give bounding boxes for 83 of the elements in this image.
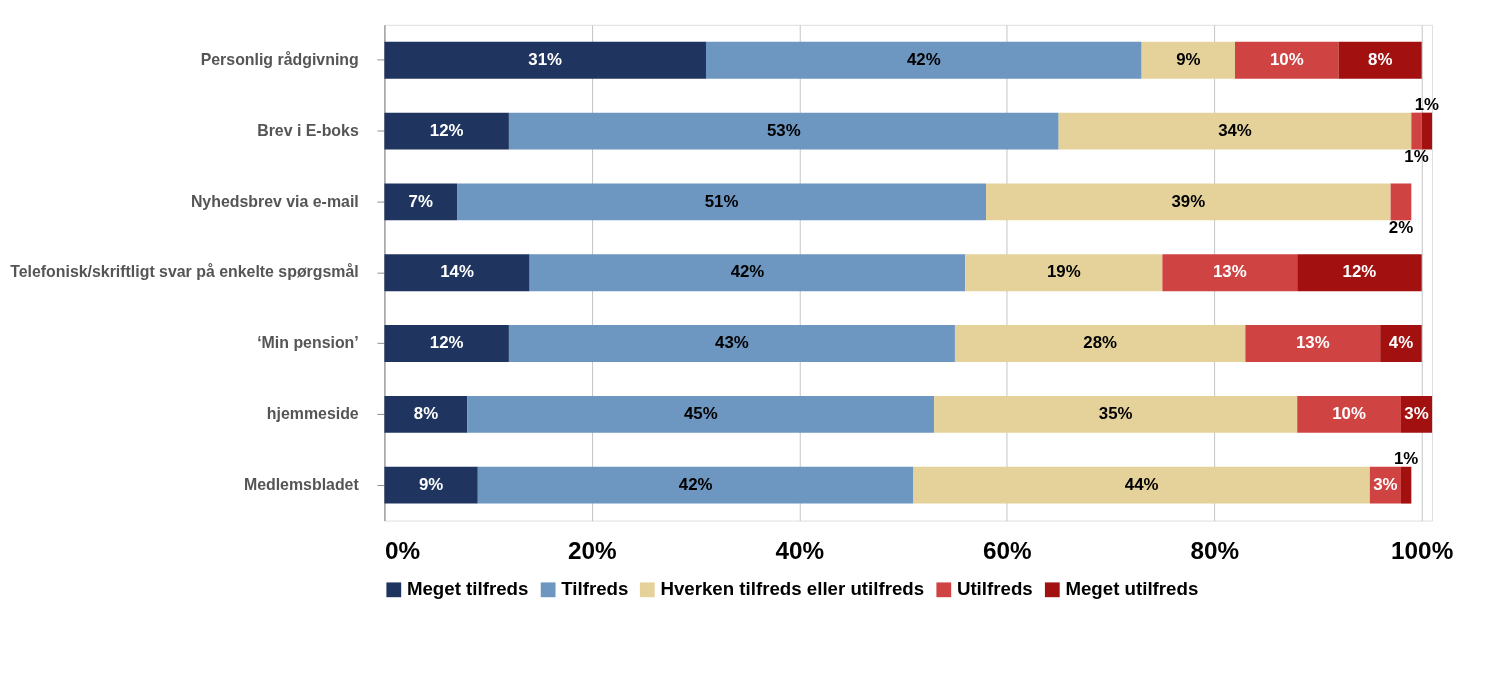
bar <box>384 395 468 433</box>
data-label: 4% <box>1388 333 1414 353</box>
data-label: 9% <box>1176 49 1201 69</box>
data-label: 31% <box>528 49 563 69</box>
data-label: 2% <box>1388 217 1414 237</box>
bar <box>986 183 1391 221</box>
bar <box>1400 466 1412 504</box>
bar <box>508 112 1059 150</box>
data-label: 1% <box>1393 448 1419 468</box>
y-tick-label: Medlemsbladet <box>243 475 360 493</box>
x-tick-label: 80% <box>1190 537 1240 565</box>
bar <box>384 41 706 79</box>
y-tick-label: Brev i E-boks <box>257 121 359 139</box>
bar <box>477 466 914 504</box>
bar <box>913 466 1370 504</box>
data-label: 12% <box>429 120 464 140</box>
x-tick-label: 0% <box>384 537 421 565</box>
data-label: 3% <box>1373 474 1398 494</box>
y-tick-label: hjemmeside <box>266 405 359 423</box>
bar <box>954 325 1246 362</box>
data-label: 9% <box>418 474 444 494</box>
bar <box>457 183 987 221</box>
y-tick-label: ‘Min pension’ <box>257 334 359 352</box>
data-label: 12% <box>429 333 464 353</box>
data-label: 1% <box>1414 94 1440 114</box>
bar <box>529 254 966 292</box>
bar <box>705 41 1142 79</box>
bar <box>1245 325 1381 362</box>
data-label: 45% <box>683 404 718 424</box>
bar <box>965 254 1163 292</box>
data-label: 13% <box>1212 262 1247 282</box>
data-label: 3% <box>1404 404 1429 424</box>
bar <box>1141 41 1235 79</box>
y-tick-label: Telefonisk/skriftligt svar på enkelte spørgsmål <box>10 263 359 281</box>
x-tick-label: 20% <box>568 537 617 565</box>
legend-label: Utilfreds <box>956 578 1033 600</box>
data-label: 14% <box>440 262 474 282</box>
y-tick-label: Personlig rådgivning <box>200 50 359 68</box>
bar <box>384 183 458 221</box>
data-label: 28% <box>1083 333 1118 353</box>
bar <box>1338 41 1422 79</box>
data-label: 19% <box>1047 262 1081 282</box>
data-label: 51% <box>704 191 739 211</box>
data-label: 12% <box>1342 262 1377 282</box>
data-label: 34% <box>1218 120 1252 140</box>
bar <box>1411 112 1422 150</box>
data-label: 42% <box>730 262 765 282</box>
data-label: 39% <box>1171 191 1206 211</box>
bar <box>384 325 509 362</box>
data-label: 42% <box>678 474 713 494</box>
legend-label: Hverken tilfreds eller utilfreds <box>660 578 925 600</box>
data-label: 8% <box>413 404 439 424</box>
bar <box>384 466 478 504</box>
x-tick-label: 100% <box>1391 537 1454 565</box>
bar <box>1162 254 1298 292</box>
x-tick-label: 60% <box>982 537 1032 565</box>
data-label: 8% <box>1368 49 1393 69</box>
bar <box>384 254 530 292</box>
data-label: 42% <box>906 49 941 69</box>
data-label: 13% <box>1295 333 1330 353</box>
bar <box>1421 112 1433 150</box>
legend-label: Meget tilfreds <box>406 578 529 600</box>
bar <box>508 325 955 362</box>
data-label: 1% <box>1404 146 1429 166</box>
data-label: 53% <box>766 120 801 140</box>
data-label: 43% <box>715 333 749 353</box>
legend-label: Meget utilfreds <box>1065 578 1199 600</box>
data-label: 10% <box>1270 49 1304 69</box>
x-tick-label: 40% <box>775 537 825 565</box>
bar <box>1297 254 1422 292</box>
bar <box>934 395 1298 433</box>
y-tick-label: Nyhedsbrev via e-mail <box>190 192 359 210</box>
bar <box>384 112 509 150</box>
data-label: 7% <box>408 191 433 211</box>
bar <box>1390 183 1412 221</box>
bar <box>467 395 935 433</box>
bar <box>1058 112 1412 150</box>
bar <box>1297 395 1401 433</box>
legend-label: Tilfreds <box>561 578 629 600</box>
data-label: 10% <box>1332 404 1366 424</box>
data-label: 35% <box>1098 404 1133 424</box>
bar <box>1234 41 1339 79</box>
data-label: 44% <box>1124 474 1159 494</box>
